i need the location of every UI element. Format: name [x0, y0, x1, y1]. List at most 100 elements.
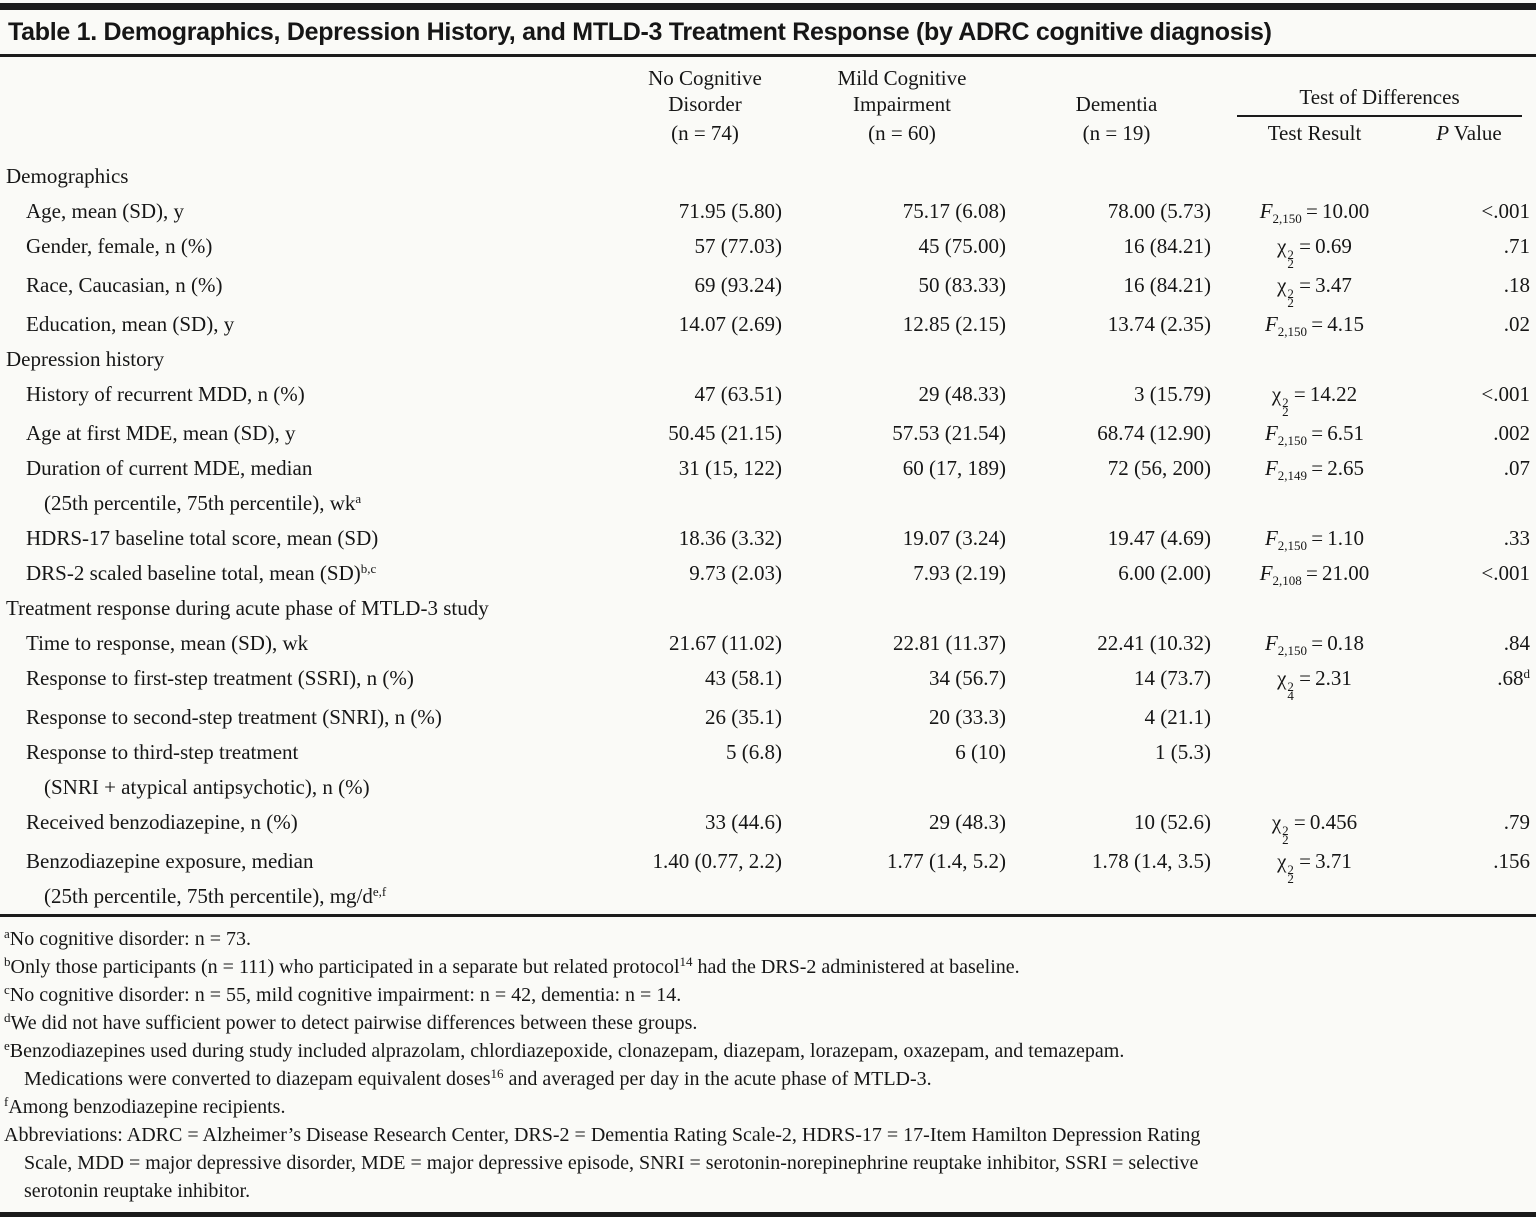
- value-cell: 60 (17, 189): [902, 456, 1006, 480]
- value-cell: 29 (48.3): [929, 810, 1006, 834]
- value-cell: 14 (73.7): [1134, 666, 1211, 690]
- value-cell: 21.67 (11.02): [669, 631, 782, 655]
- table-row: Response to first-step treatment (SSRI),…: [0, 661, 1536, 703]
- row-label: Race, Caucasian, n (%): [0, 268, 620, 307]
- section-row: Depression history: [0, 342, 1536, 377]
- value-cell: 78.00 (5.73): [1107, 199, 1211, 223]
- row-label-line2: (25th percentile, 75th percentile), mg/d…: [44, 884, 387, 908]
- row-label: Gender, female, n (%): [0, 229, 620, 268]
- section-row: Treatment response during acute phase of…: [0, 591, 1536, 626]
- value-cell: 68.74 (12.90): [1097, 421, 1211, 445]
- row-label-line1: History of recurrent MDD, n (%): [26, 382, 305, 406]
- test-result-cell: F2,150 = 6.51: [1264, 421, 1365, 448]
- test-result-cell: F2,150 = 10.00: [1259, 199, 1370, 226]
- value-cell: 10 (52.6): [1134, 810, 1211, 834]
- value-cell: 34 (56.7): [929, 666, 1006, 690]
- test-result-cell: F2,150 = 1.10: [1264, 526, 1365, 553]
- row-label: Age, mean (SD), y: [0, 194, 620, 229]
- row-label-line1: Time to response, mean (SD), wk: [26, 631, 309, 655]
- test-result-cell: [1219, 700, 1410, 735]
- value-cell: 43 (58.1): [705, 666, 782, 690]
- value-cell: 31 (15, 122): [678, 456, 782, 480]
- footnotes: aNo cognitive disorder: n = 73. bOnly tho…: [0, 917, 1536, 1212]
- row-label-line2: (25th percentile, 75th percentile), wka: [44, 491, 362, 515]
- footnote-line: eBenzodiazepines used during study inclu…: [4, 1038, 1125, 1062]
- value-cell: 4 (21.1): [1144, 705, 1212, 729]
- p-value-cell: .18: [1503, 273, 1530, 297]
- table-row: DRS-2 scaled baseline total, mean (SD)b,…: [0, 556, 1536, 591]
- journal-table-page: Table 1. Demographics, Depression Histor…: [0, 3, 1536, 1217]
- row-label-line1: Response to third-step treatment: [26, 740, 299, 764]
- demographics-table: No Cognitive Disorder Mild Cognitive Imp…: [0, 57, 1536, 917]
- value-cell: 29 (48.33): [918, 382, 1007, 406]
- value-cell: 18.36 (3.32): [678, 526, 782, 550]
- table-row: Received benzodiazepine, n (%) 33 (44.6) 2…: [0, 805, 1536, 846]
- row-label-line1: Duration of current MDE, median: [26, 456, 313, 480]
- test-result-header: Test Result: [1267, 121, 1362, 145]
- value-cell: 26 (35.1): [705, 705, 782, 729]
- row-label: DRS-2 scaled baseline total, mean (SD)b,…: [0, 556, 620, 591]
- value-cell: 20 (33.3): [929, 705, 1006, 729]
- row-label-line1: DRS-2 scaled baseline total, mean (SD)b,…: [26, 561, 377, 585]
- value-cell: 50 (83.33): [918, 273, 1007, 297]
- value-cell: 19.47 (4.69): [1107, 526, 1211, 550]
- p-value-cell: .07: [1503, 456, 1530, 480]
- p-value-cell: .71: [1503, 234, 1530, 258]
- group-n: (n = 19): [1082, 121, 1151, 145]
- table-row: Benzodiazepine exposure, median (25th per…: [0, 844, 1536, 916]
- footnote-line: serotonin reuptake inhibitor.: [24, 1180, 251, 1202]
- footnote-line: Scale, MDD = major depressive disorder, …: [24, 1152, 1199, 1174]
- table-row: History of recurrent MDD, n (%) 47 (63.51…: [0, 377, 1536, 419]
- value-cell: 9.73 (2.03): [689, 561, 782, 585]
- table-row: Response to third-step treatment (SNRI + …: [0, 735, 1536, 805]
- table-row: Duration of current MDE, median (25th per…: [0, 451, 1536, 521]
- column-header-no-cognitive-disorder: No Cognitive Disorder: [620, 57, 790, 117]
- section-label: Demographics: [6, 164, 129, 188]
- group-name: No Cognitive Disorder: [648, 66, 762, 116]
- table-title: Table 1. Demographics, Depression Histor…: [8, 18, 1272, 46]
- bottom-rule: [0, 1212, 1536, 1217]
- row-label: Age at first MDE, mean (SD), y: [0, 416, 620, 451]
- p-value-cell: [1410, 735, 1536, 805]
- table-row: Time to response, mean (SD), wk 21.67 (11…: [0, 626, 1536, 661]
- section-label: Treatment response during acute phase of…: [6, 596, 489, 620]
- value-cell: 57.53 (21.54): [892, 421, 1006, 445]
- section-row: Demographics: [0, 156, 1536, 194]
- row-label: Received benzodiazepine, n (%): [0, 805, 620, 844]
- value-cell: 71.95 (5.80): [678, 199, 782, 223]
- p-value-cell: <.001: [1481, 561, 1530, 585]
- table-row: Age, mean (SD), y 71.95 (5.80) 75.17 (6.08…: [0, 194, 1536, 229]
- row-label-line1: Age at first MDE, mean (SD), y: [26, 421, 296, 445]
- value-cell: 47 (63.51): [694, 382, 783, 406]
- value-cell: 1.77 (1.4, 5.2): [887, 849, 1006, 873]
- row-label-line2: (SNRI + atypical antipsychotic), n (%): [44, 775, 370, 799]
- row-label-line1: Gender, female, n (%): [26, 234, 213, 258]
- footnote-line: Abbreviations: ADRC = Alzheimer’s Diseas…: [4, 1124, 1201, 1146]
- value-cell: 6 (10): [955, 740, 1006, 764]
- p-value-cell: .33: [1503, 526, 1530, 550]
- value-cell: 16 (84.21): [1123, 273, 1212, 297]
- value-cell: 50.45 (21.15): [668, 421, 782, 445]
- row-label: Time to response, mean (SD), wk: [0, 626, 620, 661]
- row-label-line1: Age, mean (SD), y: [26, 199, 185, 223]
- row-label: Education, mean (SD), y: [0, 307, 620, 342]
- test-of-differences-header: Test of Differences: [1219, 57, 1536, 117]
- footnote-line: fAmong benzodiazepine recipients.: [4, 1094, 286, 1118]
- header-row-subheads: (n = 74) (n = 60) (n = 19) Test Result P…: [0, 117, 1536, 156]
- p-value-cell: .84: [1503, 631, 1530, 655]
- value-cell: 1.40 (0.77, 2.2): [652, 849, 783, 873]
- group-n: (n = 60): [868, 121, 936, 145]
- row-label: HDRS-17 baseline total score, mean (SD): [0, 521, 620, 556]
- footnote-line: Medications were converted to diazepam e…: [24, 1066, 932, 1090]
- table-row: Age at first MDE, mean (SD), y 50.45 (21.…: [0, 416, 1536, 451]
- table-row: Gender, female, n (%) 57 (77.03) 45 (75.00…: [0, 229, 1536, 271]
- column-header-dementia: Dementia: [1014, 57, 1219, 117]
- row-label: Response to first-step treatment (SSRI),…: [0, 661, 620, 700]
- value-cell: 5 (6.8): [726, 740, 782, 764]
- p-value-cell: <.001: [1481, 199, 1530, 223]
